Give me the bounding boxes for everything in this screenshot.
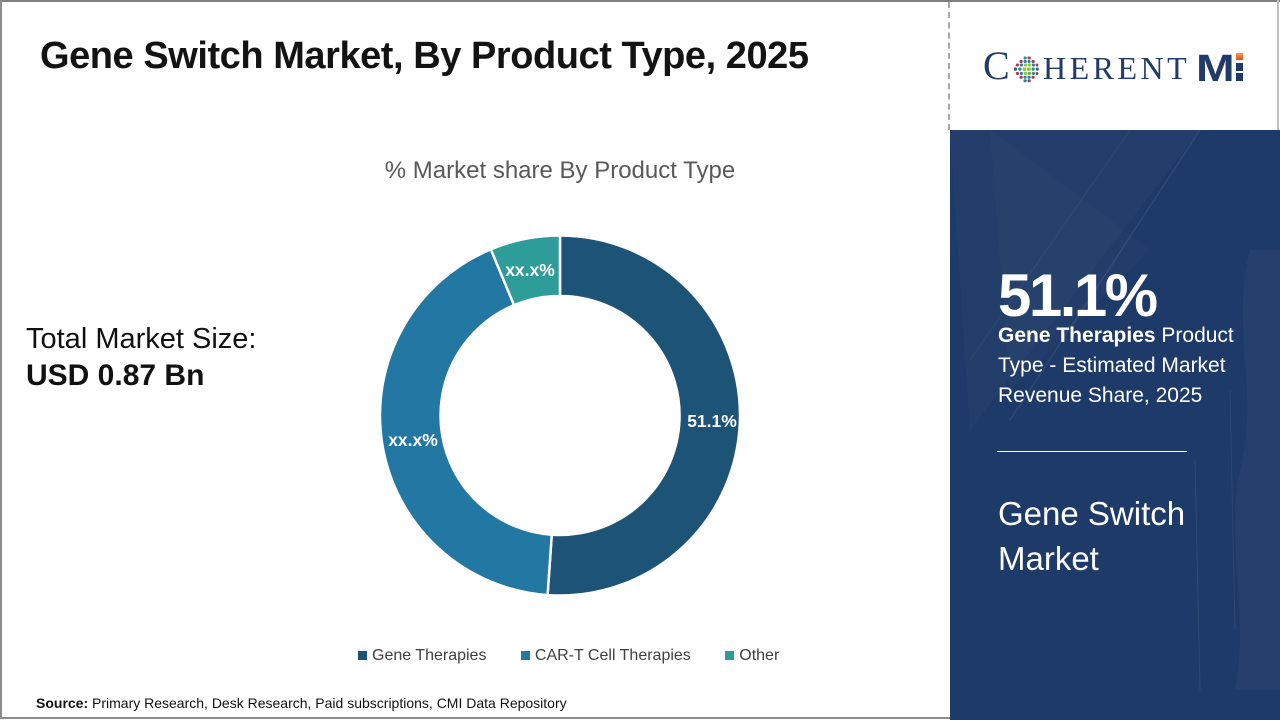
svg-text:xx.x%: xx.x% <box>505 260 555 280</box>
svg-text:xx.x%: xx.x% <box>388 430 438 450</box>
svg-text:51.1%: 51.1% <box>687 411 737 431</box>
